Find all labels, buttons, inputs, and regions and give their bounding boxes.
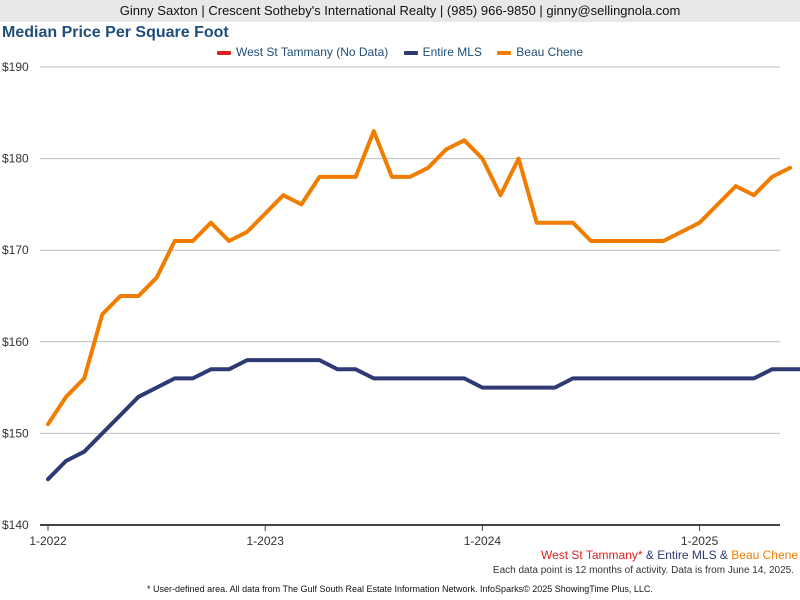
agent-info-bar: Ginny Saxton | Crescent Sotheby's Intern… — [0, 0, 800, 22]
y-tick-label: $190 — [2, 60, 29, 74]
footer-series-line: West St Tammany* & Entire MLS & Beau Che… — [541, 548, 798, 562]
legend-swatch-entire-mls — [403, 50, 418, 55]
legend-label-beau-chene: Beau Chene — [516, 45, 584, 59]
y-tick-label: $160 — [2, 335, 29, 349]
x-tick-label: 1-2022 — [29, 534, 67, 548]
source-note: * User-defined area. All data from The G… — [147, 584, 653, 594]
legend-swatch-west-st-tammany — [216, 50, 231, 55]
chart-title: Median Price Per Square Foot — [2, 24, 229, 41]
legend-swatch-beau-chene — [497, 50, 512, 55]
legend-label-entire-mls: Entire MLS — [422, 45, 482, 59]
x-tick-label: 1-2023 — [247, 534, 285, 548]
footer-entire-mls: Entire MLS — [657, 548, 717, 562]
footer-west-st-tammany: West St Tammany* — [540, 548, 643, 562]
legend-item-beau-chene[interactable]: Beau Chene — [497, 45, 583, 59]
y-tick-label: $150 — [2, 426, 29, 440]
y-tick-label: $180 — [2, 152, 29, 166]
footer-sep-2: & — [716, 548, 732, 562]
series-line-beau-chene — [46, 129, 793, 427]
series-line-entire-mls — [46, 358, 800, 482]
legend-item-entire-mls[interactable]: Entire MLS — [403, 45, 482, 59]
footer-beau-chene: Beau Chene — [731, 548, 798, 562]
y-tick-label: $140 — [2, 518, 29, 532]
x-tick-label: 1-2024 — [464, 534, 502, 548]
data-note: Each data point is 12 months of activity… — [492, 565, 794, 576]
y-tick-label: $170 — [2, 243, 29, 257]
legend-item-west-st-tammany[interactable]: West St Tammany (No Data) — [216, 45, 389, 59]
legend-label-west-st-tammany: West St Tammany (No Data) — [235, 45, 389, 59]
footer-sep-1: & — [642, 548, 658, 562]
chart-legend: West St Tammany (No Data) Entire MLS Bea… — [0, 45, 800, 59]
x-tick-label: 1-2025 — [681, 534, 719, 548]
